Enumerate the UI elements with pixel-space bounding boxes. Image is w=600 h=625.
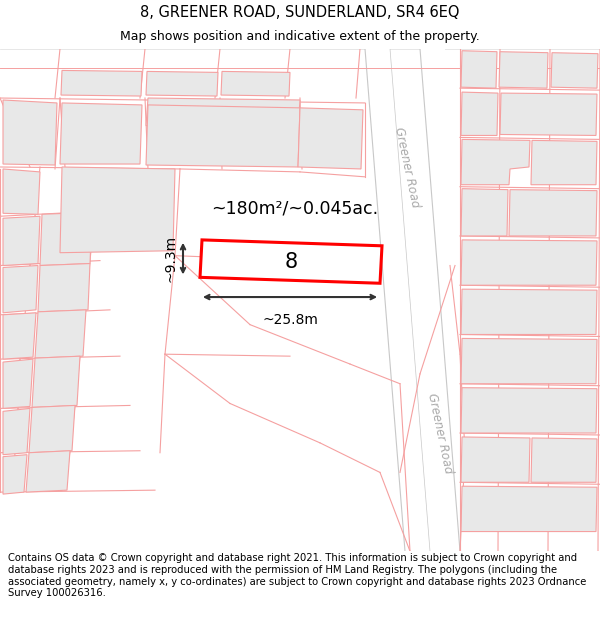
Polygon shape xyxy=(461,240,597,285)
Polygon shape xyxy=(221,71,290,96)
Polygon shape xyxy=(3,266,38,312)
Polygon shape xyxy=(3,312,36,359)
Polygon shape xyxy=(3,100,57,165)
Polygon shape xyxy=(60,167,175,252)
Polygon shape xyxy=(461,289,597,334)
Polygon shape xyxy=(461,139,530,185)
Polygon shape xyxy=(40,213,92,266)
Text: ~25.8m: ~25.8m xyxy=(262,312,318,327)
Text: 8, GREENER ROAD, SUNDERLAND, SR4 6EQ: 8, GREENER ROAD, SUNDERLAND, SR4 6EQ xyxy=(140,4,460,19)
Polygon shape xyxy=(461,92,498,136)
Polygon shape xyxy=(551,52,598,88)
Polygon shape xyxy=(26,451,70,492)
Polygon shape xyxy=(61,71,142,96)
Text: 8: 8 xyxy=(284,252,298,272)
Text: ~9.3m: ~9.3m xyxy=(164,235,178,282)
Polygon shape xyxy=(32,356,80,408)
Polygon shape xyxy=(146,105,300,167)
Polygon shape xyxy=(461,51,497,88)
Polygon shape xyxy=(200,240,382,283)
Polygon shape xyxy=(461,486,597,531)
Text: Map shows position and indicative extent of the property.: Map shows position and indicative extent… xyxy=(120,30,480,43)
Polygon shape xyxy=(3,455,27,494)
Polygon shape xyxy=(3,216,40,266)
Polygon shape xyxy=(146,98,300,128)
Polygon shape xyxy=(499,52,548,88)
Polygon shape xyxy=(531,141,597,185)
Polygon shape xyxy=(461,388,597,433)
Polygon shape xyxy=(3,169,40,214)
Text: ~180m²/~0.045ac.: ~180m²/~0.045ac. xyxy=(211,199,379,217)
Text: Contains OS data © Crown copyright and database right 2021. This information is : Contains OS data © Crown copyright and d… xyxy=(8,554,586,598)
Polygon shape xyxy=(531,438,597,483)
Polygon shape xyxy=(35,310,86,358)
Polygon shape xyxy=(500,93,597,136)
Polygon shape xyxy=(365,49,430,551)
Polygon shape xyxy=(38,264,90,312)
Polygon shape xyxy=(146,71,218,96)
Polygon shape xyxy=(461,338,597,384)
Text: Greener Road: Greener Road xyxy=(392,126,422,209)
Polygon shape xyxy=(461,189,508,236)
Polygon shape xyxy=(60,103,142,164)
Polygon shape xyxy=(509,189,597,236)
Polygon shape xyxy=(29,406,75,452)
Polygon shape xyxy=(298,108,363,169)
Polygon shape xyxy=(3,408,30,455)
Text: Greener Road: Greener Road xyxy=(425,391,455,474)
Polygon shape xyxy=(420,49,485,551)
Polygon shape xyxy=(3,359,33,408)
Polygon shape xyxy=(461,437,530,483)
